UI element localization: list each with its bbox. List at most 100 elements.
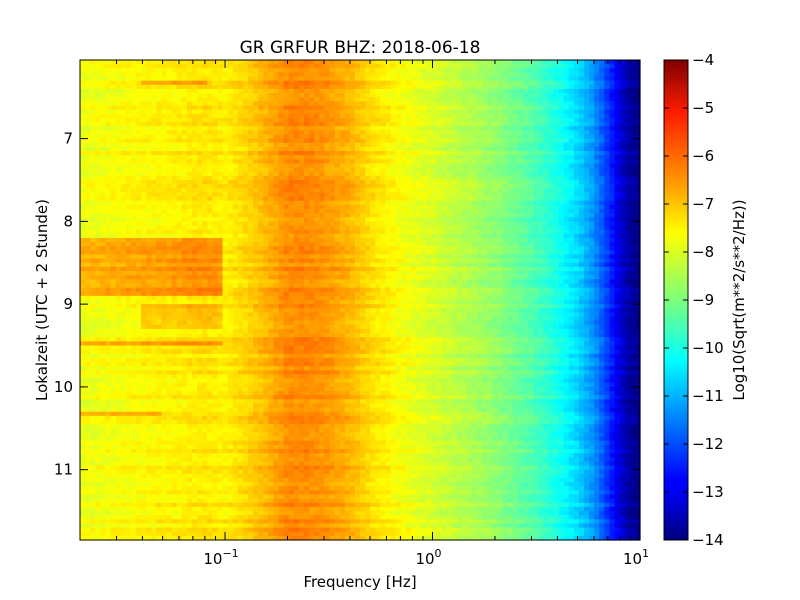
heatmap-cell [90, 171, 96, 177]
heatmap-cell [517, 184, 524, 189]
heatmap-cell [400, 64, 407, 69]
heatmap-cell [146, 72, 152, 78]
heatmap-cell [477, 84, 483, 90]
heatmap-cell [456, 175, 463, 181]
heatmap-cell [202, 122, 208, 127]
heatmap-cell [380, 221, 387, 227]
heatmap-cell [390, 64, 397, 69]
heatmap-cell [314, 109, 320, 115]
heatmap-cell [349, 225, 356, 231]
heatmap-cell [298, 105, 305, 111]
heatmap-cell [563, 225, 570, 231]
heatmap-cell [349, 233, 356, 239]
heatmap-cell [95, 229, 101, 235]
heatmap-cell [248, 113, 254, 119]
heatmap-cell [192, 122, 198, 127]
heatmap-cell [253, 101, 259, 107]
heatmap-cell [568, 101, 575, 107]
heatmap-cell [360, 163, 366, 169]
heatmap-cell [461, 113, 468, 119]
heatmap-cell [497, 155, 504, 160]
heatmap-cell [334, 68, 341, 74]
heatmap-cell [85, 138, 91, 144]
heatmap-cell [619, 68, 626, 74]
heatmap-cell [589, 117, 595, 123]
heatmap-cell [288, 196, 295, 202]
heatmap-cell [405, 113, 412, 119]
heatmap-cell [222, 72, 229, 78]
heatmap-cell [293, 84, 300, 90]
heatmap-cell [614, 60, 621, 65]
heatmap-cell [594, 72, 600, 78]
heatmap-cell [507, 155, 514, 160]
heatmap-cell [222, 151, 229, 156]
heatmap-cell [482, 242, 488, 247]
heatmap-cell [502, 196, 509, 202]
heatmap-cell [181, 97, 188, 102]
heatmap-cell [283, 97, 290, 102]
heatmap-cell [309, 155, 315, 160]
heatmap-cell [629, 221, 636, 227]
heatmap-cell [268, 130, 275, 136]
heatmap-cell [416, 171, 422, 177]
heatmap-cell [349, 229, 356, 235]
heatmap-cell [90, 113, 96, 119]
heatmap-cell [242, 76, 249, 82]
heatmap-cell [533, 184, 539, 189]
heatmap-cell [80, 229, 86, 235]
heatmap-cell [151, 105, 157, 111]
heatmap-cell [558, 184, 565, 189]
heatmap-cell [400, 117, 407, 123]
heatmap-cell [528, 76, 534, 82]
heatmap-cell [619, 142, 626, 148]
heatmap-cell [578, 171, 585, 177]
heatmap-cell [466, 72, 473, 78]
heatmap-cell [558, 84, 565, 90]
heatmap-cell [405, 80, 412, 86]
heatmap-cell [568, 72, 575, 78]
heatmap-cell [410, 237, 417, 243]
heatmap-cell [421, 159, 427, 165]
heatmap-cell [385, 142, 392, 148]
heatmap-cell [482, 88, 488, 94]
heatmap-cell [141, 130, 147, 136]
heatmap-cell [594, 80, 600, 86]
heatmap-cell [268, 122, 275, 127]
heatmap-cell [405, 204, 412, 210]
heatmap-cell [100, 180, 107, 185]
heatmap-cell [95, 233, 101, 239]
heatmap-cell [242, 142, 249, 148]
heatmap-cell [507, 76, 514, 82]
heatmap-cell [344, 130, 351, 136]
heatmap-cell [136, 84, 142, 90]
heatmap-cell [288, 72, 295, 78]
heatmap-cell [151, 126, 157, 131]
heatmap-cell [156, 233, 163, 239]
heatmap-cell [232, 134, 239, 140]
heatmap-cell [410, 97, 417, 102]
heatmap-cell [365, 204, 371, 210]
heatmap-cell [314, 213, 320, 218]
heatmap-cell [599, 134, 605, 140]
heatmap-cell [105, 146, 112, 152]
heatmap-cell [263, 233, 269, 239]
heatmap-cell [120, 138, 127, 144]
heatmap-cell [166, 142, 173, 148]
heatmap-cell [507, 237, 514, 243]
heatmap-cell [619, 184, 626, 189]
heatmap-cell [492, 237, 499, 243]
heatmap-cell [599, 167, 605, 173]
heatmap-cell [522, 68, 529, 74]
heatmap-cell [548, 126, 555, 131]
heatmap-cell [436, 138, 443, 144]
heatmap-cell [538, 68, 544, 74]
heatmap-cell [416, 138, 422, 144]
heatmap-cell [426, 167, 432, 173]
heatmap-cell [634, 213, 641, 218]
heatmap-cell [354, 233, 361, 239]
heatmap-cell [451, 208, 458, 214]
heatmap-cell [375, 72, 381, 78]
heatmap-cell [217, 180, 224, 185]
heatmap-cell [385, 109, 392, 115]
heatmap-cell [171, 200, 178, 206]
